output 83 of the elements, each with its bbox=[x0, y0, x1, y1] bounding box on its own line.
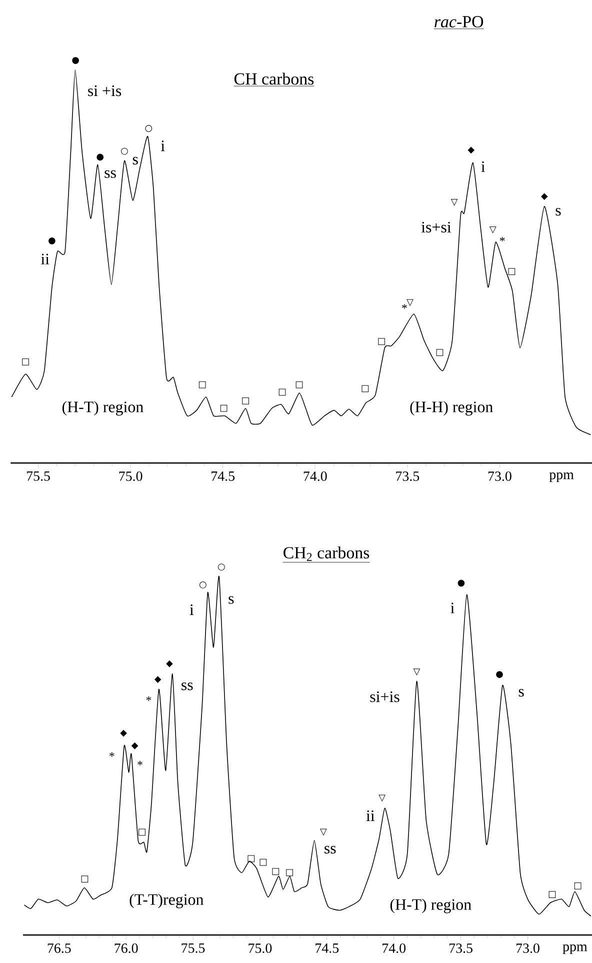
annotation: ▽ bbox=[406, 299, 414, 306]
annotation: * bbox=[146, 696, 152, 701]
x-tick-label: 75.5 bbox=[26, 472, 50, 481]
annotation: ◆ bbox=[131, 742, 138, 750]
annotation: i bbox=[450, 602, 454, 614]
annotation: □ bbox=[286, 869, 293, 876]
annotation: ◆ bbox=[154, 676, 162, 683]
x-tick-label: 76.0 bbox=[114, 944, 138, 953]
annotation: ● bbox=[496, 671, 503, 678]
annotation: ○ bbox=[121, 148, 128, 155]
annotation: □ bbox=[242, 397, 249, 404]
annotation: □ bbox=[548, 891, 556, 898]
annotation: ss bbox=[182, 682, 193, 690]
annotation: ▽ bbox=[378, 794, 386, 802]
annotation: (H-T) region bbox=[62, 401, 144, 416]
annotation: s bbox=[518, 688, 524, 697]
annotation: □ bbox=[22, 358, 29, 366]
annotation: (H-T) region bbox=[390, 898, 472, 914]
annotation: ◆ bbox=[120, 730, 127, 737]
annotation: □ bbox=[574, 882, 582, 890]
annotation: (H-H) region bbox=[410, 401, 493, 416]
annotation: i bbox=[190, 604, 194, 615]
annotation: □ bbox=[260, 858, 267, 866]
x-tick-label: 73.0 bbox=[516, 944, 540, 953]
annotation: * bbox=[402, 304, 407, 309]
annotation: s bbox=[228, 596, 234, 604]
annotation: □ bbox=[508, 268, 516, 276]
annotation: □ bbox=[378, 338, 386, 345]
x-tick-label: 75.0 bbox=[248, 944, 272, 953]
annotation: ss bbox=[104, 170, 116, 178]
annotation: □ bbox=[362, 385, 369, 392]
annotation: □ bbox=[436, 349, 444, 356]
annotation: ▽ bbox=[320, 828, 327, 836]
x-tick-label: 75.5 bbox=[182, 944, 205, 953]
annotation: * bbox=[109, 752, 114, 757]
x-tick-label: 73.5 bbox=[396, 472, 420, 481]
annotation: □ bbox=[248, 855, 255, 862]
x-tick-label: 74.0 bbox=[382, 944, 406, 953]
annotation: ◆ bbox=[468, 146, 475, 154]
chart-subtitle: CH carbons bbox=[234, 72, 314, 85]
annotation: □ bbox=[220, 404, 228, 412]
x-tick-label: 73.5 bbox=[450, 944, 472, 953]
annotation: □ bbox=[198, 381, 206, 388]
x-tick-label: 76.5 bbox=[48, 944, 71, 953]
annotation: i bbox=[481, 161, 486, 172]
x-tick-label: 74.0 bbox=[304, 472, 327, 481]
text: ○ bbox=[218, 564, 225, 571]
x-axis-title: ppm bbox=[549, 472, 574, 482]
annotation: □ bbox=[81, 876, 88, 883]
annotation: i bbox=[160, 140, 165, 152]
annotation: ii bbox=[366, 810, 375, 821]
chart-title: CH$_{2}$ carbons bbox=[284, 546, 370, 561]
annotation: * bbox=[500, 237, 505, 242]
x-tick-label: 74.5 bbox=[212, 472, 235, 481]
annotation: □ bbox=[296, 381, 303, 388]
annotation: ◆ bbox=[166, 660, 173, 668]
annotation: ▽ bbox=[450, 198, 458, 206]
annotation: si +is bbox=[88, 85, 122, 96]
annotation: ○ bbox=[200, 582, 206, 588]
annotation: ● bbox=[458, 580, 465, 587]
annotation: ii bbox=[41, 254, 50, 264]
annotation: is+si bbox=[421, 222, 452, 233]
chart-title: rac-PO bbox=[434, 16, 484, 28]
annotation: ◆ bbox=[540, 193, 548, 200]
x-axis-title: ppm bbox=[562, 944, 588, 954]
annotation: ● bbox=[96, 154, 104, 161]
annotation: s bbox=[132, 156, 138, 165]
text: ● bbox=[72, 57, 79, 64]
x-tick-label: 75.0 bbox=[119, 472, 142, 481]
annotation: s bbox=[556, 208, 561, 216]
annotation: □ bbox=[278, 388, 286, 396]
annotation: ● bbox=[48, 237, 56, 244]
annotation: si+is bbox=[370, 691, 400, 702]
annotation: □ bbox=[138, 828, 146, 836]
annotation: ▽ bbox=[413, 668, 420, 676]
annotation: (T-T)region bbox=[130, 894, 204, 908]
annotation: ss bbox=[324, 846, 336, 854]
x-tick-label: 73.0 bbox=[488, 472, 512, 481]
annotation: □ bbox=[272, 868, 280, 876]
annotation: * bbox=[138, 760, 142, 766]
x-tick-label: 74.5 bbox=[316, 944, 339, 953]
annotation: ▽ bbox=[489, 226, 496, 234]
annotation: ○ bbox=[145, 125, 152, 132]
